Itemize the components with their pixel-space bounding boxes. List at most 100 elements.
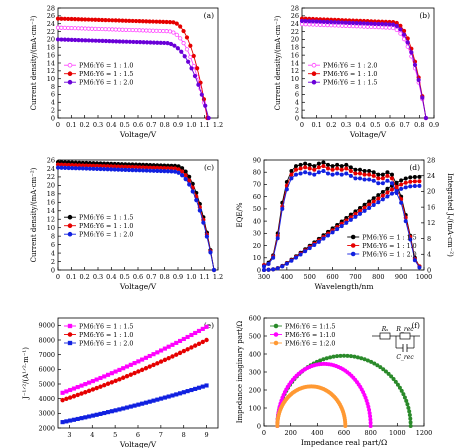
- data-point: [66, 37, 71, 42]
- data-point: [79, 383, 84, 388]
- eqe-point: [293, 167, 298, 172]
- data-point: [365, 358, 370, 363]
- data-point: [354, 21, 359, 26]
- data-point: [136, 402, 141, 407]
- y-tick-label: 80: [253, 169, 261, 177]
- data-point: [77, 166, 82, 171]
- data-point: [154, 19, 159, 24]
- x-tick-label: 900: [395, 273, 407, 281]
- data-point: [133, 168, 139, 173]
- data-point: [365, 21, 370, 26]
- data-point: [94, 412, 99, 417]
- data-point: [124, 405, 130, 410]
- data-point: [192, 73, 198, 79]
- data-point: [367, 411, 372, 416]
- eqe-point: [312, 172, 317, 177]
- series-1: [60, 337, 209, 403]
- y-right-tick-label: 20: [427, 188, 435, 196]
- data-point: [389, 374, 394, 379]
- data-point: [321, 357, 326, 362]
- x-tick-label: 0.1: [311, 121, 321, 129]
- data-point: [155, 40, 160, 45]
- integrated-point: [389, 191, 394, 196]
- eqe-point: [380, 181, 385, 186]
- data-point: [83, 17, 88, 22]
- eqe-point: [303, 165, 308, 170]
- integrated-point: [403, 176, 408, 181]
- eqe-point: [335, 171, 340, 176]
- data-point: [164, 19, 169, 25]
- x-tick-label: 800: [364, 429, 376, 437]
- data-point: [184, 47, 190, 52]
- y-tick-label: 100: [249, 404, 261, 412]
- data-point: [120, 18, 125, 23]
- y-tick-label: 16: [47, 51, 55, 59]
- data-point: [196, 341, 202, 346]
- data-point: [119, 167, 124, 172]
- legend-marker: [67, 332, 73, 337]
- data-point: [324, 356, 329, 361]
- y-tick-label: 14: [291, 59, 299, 67]
- data-point: [123, 27, 128, 32]
- data-point: [102, 382, 107, 388]
- data-point: [137, 28, 142, 33]
- chart-panel-b: 0 0.1 0.2 0.3 0.4 0.5 0.6 0.7 0.8 0.9024681012141…: [274, 4, 439, 139]
- y-tick-label: 6: [295, 91, 299, 99]
- data-point: [69, 16, 74, 22]
- data-point: [332, 20, 337, 25]
- data-point: [134, 39, 139, 45]
- legend-marker: [67, 71, 73, 76]
- data-point: [416, 77, 421, 83]
- data-point: [181, 41, 186, 46]
- data-point: [398, 23, 403, 28]
- panel-label: (f): [411, 321, 420, 330]
- data-point: [132, 361, 137, 366]
- data-point: [75, 416, 80, 422]
- x-tick-label: 0.8: [159, 273, 169, 281]
- eqe-point: [307, 171, 312, 176]
- eqe-point: [380, 172, 385, 177]
- y-right-tick-label: 8: [427, 235, 431, 243]
- data-point: [59, 25, 64, 30]
- data-point: [110, 18, 115, 23]
- data-point: [189, 345, 194, 350]
- legend-marker: [311, 62, 317, 68]
- data-point: [121, 366, 126, 371]
- data-point: [83, 382, 88, 387]
- data-point: [60, 420, 65, 425]
- data-point: [172, 43, 177, 48]
- series-2: [55, 165, 217, 273]
- legend-entry: PM6:Y6 = 1 : 2.0: [323, 63, 377, 70]
- data-point: [87, 380, 92, 385]
- data-point: [359, 356, 364, 361]
- data-point: [113, 408, 118, 413]
- y-tick-label: 4000: [38, 395, 55, 403]
- data-point: [136, 359, 141, 364]
- data-point: [75, 385, 80, 390]
- data-point: [94, 385, 99, 391]
- x-axis-label: Impedance real part/Ω: [301, 438, 387, 447]
- data-point: [141, 40, 146, 45]
- data-point: [96, 17, 101, 22]
- y-tick-label: 0: [257, 266, 261, 274]
- eqe-point: [348, 165, 353, 170]
- data-point: [372, 21, 378, 26]
- data-point: [162, 395, 167, 400]
- data-point: [59, 37, 64, 42]
- y-tick-label: 600: [249, 314, 261, 322]
- data-point: [138, 40, 143, 45]
- data-point: [76, 38, 81, 43]
- y-tick-label: 18: [47, 190, 55, 198]
- data-point: [64, 389, 69, 394]
- data-point: [151, 398, 156, 403]
- data-point: [98, 375, 103, 381]
- data-point: [398, 31, 403, 36]
- data-point: [86, 26, 91, 31]
- x-tick-label: 1.0: [186, 273, 196, 281]
- eqe-point: [280, 206, 285, 211]
- data-point: [100, 17, 105, 23]
- y-tick-label: 2: [295, 106, 299, 114]
- data-point: [158, 359, 164, 364]
- data-point: [75, 392, 80, 398]
